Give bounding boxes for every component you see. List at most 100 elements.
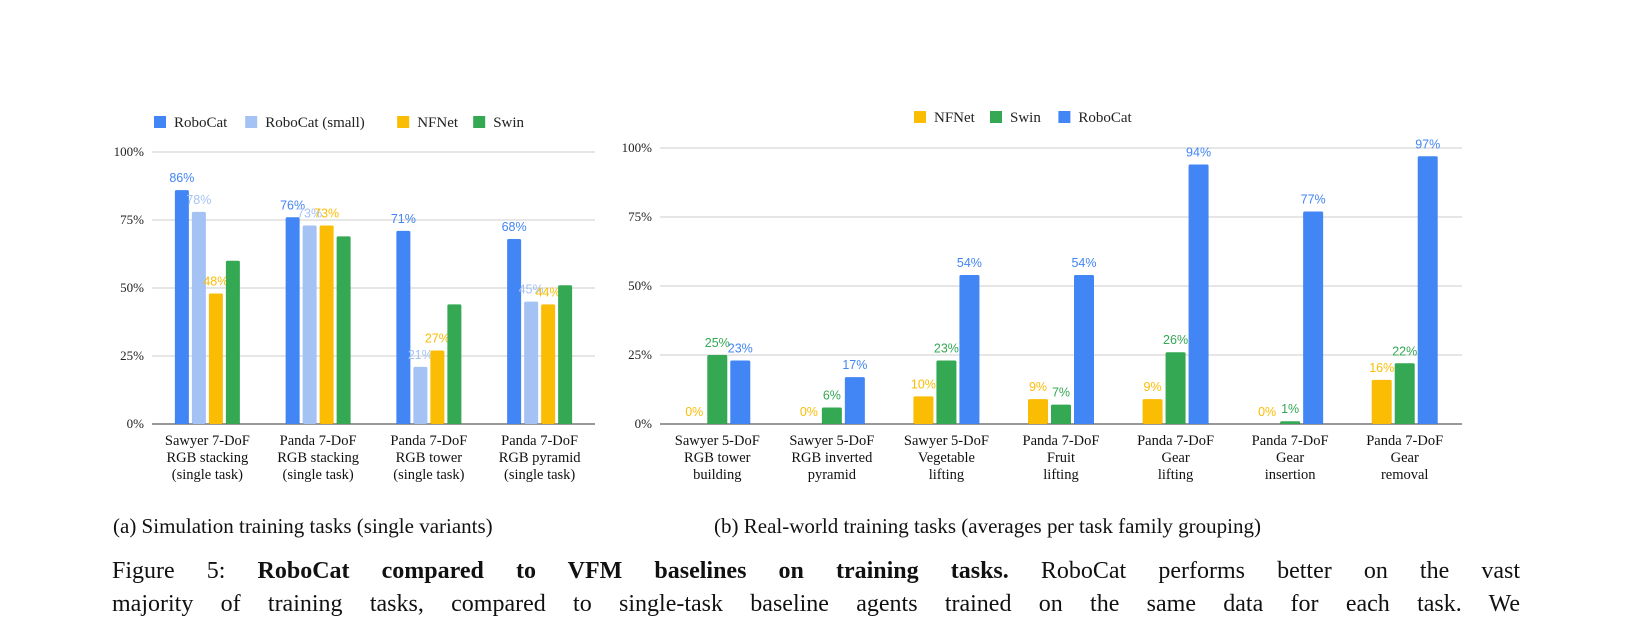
- bar: [174, 190, 189, 424]
- x-tick-label: Fruit: [1047, 450, 1075, 466]
- x-tick-label: removal: [1381, 467, 1429, 483]
- bar: [1028, 399, 1048, 424]
- data-label: 48%: [203, 274, 228, 288]
- x-tick-label: RGB stacking: [277, 450, 359, 466]
- x-tick-label: building: [693, 467, 741, 483]
- figure-caption-text-1: RoboCat performs better on the vast: [1040, 558, 1521, 584]
- x-tick-label: (single task): [172, 467, 243, 483]
- data-label: 54%: [1071, 256, 1096, 270]
- x-tick-label: pyramid: [808, 467, 857, 483]
- y-tick-label: 50%: [120, 280, 144, 295]
- x-tick-label: Gear: [1276, 450, 1304, 466]
- bar: [844, 377, 865, 424]
- x-tick-label: RGB tower: [396, 450, 463, 466]
- figure-caption-bold: RoboCat compared to VFM baselines on tra…: [257, 558, 1009, 584]
- legend-swatch: [473, 116, 486, 128]
- data-label: 86%: [169, 171, 194, 185]
- data-label: 0%: [1258, 405, 1276, 419]
- bar: [336, 236, 351, 424]
- bar: [558, 285, 573, 424]
- y-tick-label: 75%: [628, 209, 652, 224]
- x-tick-label: Panda 7-DoF: [390, 433, 467, 449]
- legend-label: RoboCat: [1078, 110, 1132, 126]
- legend-swatch: [990, 111, 1002, 123]
- simulation-tasks-chart: 0% 25% 50% 75% 100% RoboCat RoboCat (small) NFN…: [114, 115, 595, 483]
- bar: [1371, 379, 1392, 424]
- data-label: 0%: [685, 405, 703, 419]
- bar: [707, 355, 728, 424]
- data-label: 9%: [1029, 380, 1047, 394]
- y-tick-label: 100%: [114, 144, 145, 159]
- data-label: 71%: [391, 212, 416, 226]
- x-tick-label: Panda 7-DoF: [1023, 433, 1100, 449]
- x-tick-label: (single task): [393, 467, 464, 483]
- x-tick-label: Gear: [1391, 450, 1419, 466]
- bar: [208, 293, 223, 424]
- data-label: 10%: [911, 377, 936, 391]
- x-tick-label: RGB tower: [684, 450, 751, 466]
- bar: [1051, 404, 1071, 424]
- data-label: 76%: [280, 198, 305, 212]
- x-tick-label: (single task): [282, 467, 353, 483]
- y-tick-label: 50%: [628, 278, 652, 293]
- x-tick-label: RGB inverted: [791, 450, 873, 466]
- bar: [191, 211, 206, 424]
- legend-label: NFNet: [417, 115, 459, 131]
- bar: [1280, 421, 1301, 424]
- data-label: 97%: [1415, 137, 1440, 151]
- figure-caption-line-2: majority of training tasks, compared to …: [112, 591, 1520, 617]
- data-label: 16%: [1369, 361, 1394, 375]
- subfigure-caption-a: (a) Simulation training tasks (single va…: [113, 514, 493, 538]
- y-tick-label: 75%: [120, 212, 144, 227]
- data-label: 45%: [519, 283, 544, 297]
- x-tick-label: Sawyer 5-DoF: [904, 433, 989, 449]
- bar: [225, 260, 240, 424]
- bar: [730, 360, 751, 424]
- legend-label: Swin: [493, 115, 524, 131]
- y-tick-label: 25%: [628, 347, 652, 362]
- bar: [302, 225, 317, 424]
- bar: [936, 360, 957, 424]
- bar: [396, 230, 411, 424]
- data-label: 73%: [314, 206, 339, 220]
- x-tick-label: insertion: [1265, 467, 1316, 483]
- data-label: 6%: [823, 388, 841, 402]
- bar: [913, 396, 934, 424]
- bar: [319, 225, 334, 424]
- legend-label: RoboCat (small): [265, 115, 365, 131]
- x-tick-label: RGB pyramid: [499, 450, 582, 466]
- bar: [821, 407, 842, 424]
- data-label: 21%: [408, 348, 433, 362]
- x-tick-label: lifting: [1043, 467, 1078, 483]
- x-tick-label: Panda 7-DoF: [1137, 433, 1214, 449]
- data-label: 78%: [186, 193, 211, 207]
- data-label: 77%: [1301, 192, 1326, 206]
- bar: [541, 304, 556, 424]
- legend-swatch: [914, 111, 926, 123]
- bar: [959, 274, 980, 424]
- bar: [1394, 363, 1415, 424]
- bar: [1303, 211, 1324, 424]
- y-tick-label: 0%: [635, 416, 653, 431]
- data-label: 23%: [728, 342, 753, 356]
- data-label: 22%: [1392, 344, 1417, 358]
- legend-swatch: [397, 116, 410, 128]
- bar: [1074, 274, 1094, 424]
- x-tick-label: RGB stacking: [166, 450, 248, 466]
- y-tick-label: 25%: [120, 348, 144, 363]
- data-label: 9%: [1144, 380, 1162, 394]
- x-tick-label: Panda 7-DoF: [1366, 433, 1443, 449]
- x-tick-label: Panda 7-DoF: [501, 433, 578, 449]
- figure-label: Figure 5:: [112, 558, 226, 584]
- x-tick-label: Panda 7-DoF: [1252, 433, 1329, 449]
- data-label: 0%: [800, 405, 818, 419]
- bar: [285, 217, 300, 424]
- data-label: 7%: [1052, 386, 1070, 400]
- x-tick-label: Vegetable: [918, 450, 975, 466]
- data-label: 23%: [934, 342, 959, 356]
- x-tick-label: (single task): [504, 467, 575, 483]
- legend-label: RoboCat: [174, 115, 228, 131]
- real-world-tasks-chart: 0%25%50%75%100%NFNet Swin RoboCat0%25%23%S…: [622, 110, 1462, 483]
- data-label: 25%: [705, 336, 730, 350]
- bar: [1165, 352, 1186, 424]
